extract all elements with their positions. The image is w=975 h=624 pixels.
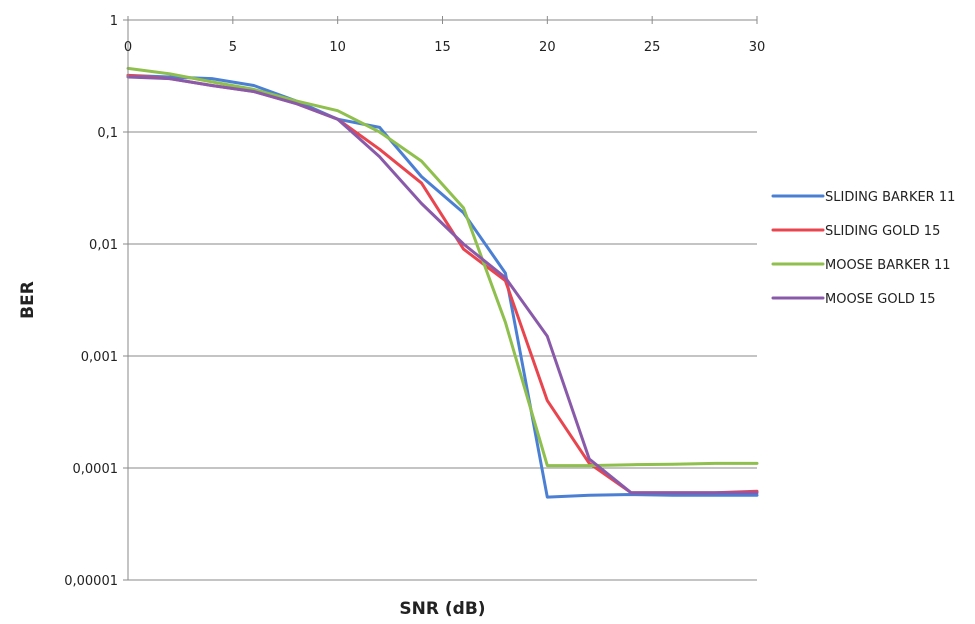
legend-label-0: SLIDING BARKER 11	[825, 190, 955, 205]
y-tick-label: 0,001	[81, 350, 118, 365]
series-line-0	[126, 73, 759, 499]
y-axis-title: BER	[18, 281, 38, 319]
x-tick-label: 20	[539, 40, 556, 55]
legend: SLIDING BARKER 11 SLIDING GOLD 15 MOOSE BA…	[771, 190, 955, 307]
legend-label-3: MOOSE GOLD 15	[825, 292, 936, 307]
axes: 1 0,1 0,01 0,001 0,0001 0,00001 0 5 10 15 20 25 30	[64, 14, 765, 589]
x-axis-title: SNR (dB)	[399, 599, 485, 619]
series-line-1	[126, 73, 759, 495]
x-tick-label: 10	[329, 40, 346, 55]
series-lines	[126, 66, 759, 499]
y-tick-label: 1	[110, 14, 118, 29]
y-tick-label: 0,01	[89, 238, 118, 253]
y-tick-label: 0,1	[97, 126, 118, 141]
legend-label-1: SLIDING GOLD 15	[825, 224, 940, 239]
x-tick-label: 0	[124, 40, 132, 55]
x-tick-label: 15	[434, 40, 451, 55]
x-tick-label: 5	[229, 40, 237, 55]
y-tick-label: 0,0001	[73, 462, 119, 477]
series-line-2	[126, 66, 759, 468]
y-tick-label: 0,00001	[64, 574, 118, 589]
x-tick-label: 25	[644, 40, 661, 55]
series-line-3	[126, 75, 759, 495]
legend-label-2: MOOSE BARKER 11	[825, 258, 951, 273]
x-tick-label: 30	[749, 40, 766, 55]
